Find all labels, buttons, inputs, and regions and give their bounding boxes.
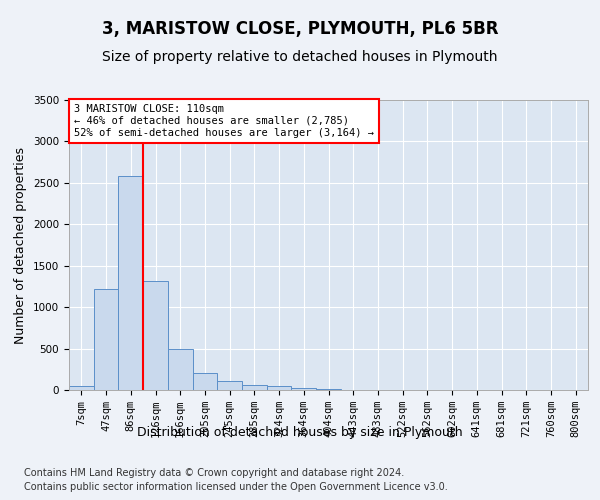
Bar [143,280,168,390]
Bar [217,381,242,390]
Bar [94,289,118,390]
Text: Contains public sector information licensed under the Open Government Licence v3: Contains public sector information licen… [24,482,448,492]
Text: 3 MARISTOW CLOSE: 110sqm
← 46% of detached houses are smaller (2,785)
52% of sem: 3 MARISTOW CLOSE: 110sqm ← 46% of detach… [74,104,374,138]
Bar [242,385,267,390]
Bar [168,350,193,390]
Bar [193,374,217,390]
Bar [292,388,316,390]
Text: Size of property relative to detached houses in Plymouth: Size of property relative to detached ho… [102,50,498,64]
Text: Distribution of detached houses by size in Plymouth: Distribution of detached houses by size … [137,426,463,439]
Text: 3, MARISTOW CLOSE, PLYMOUTH, PL6 5BR: 3, MARISTOW CLOSE, PLYMOUTH, PL6 5BR [102,20,498,38]
Bar [118,176,143,390]
Bar [316,389,341,390]
Bar [69,386,94,390]
Bar [267,386,292,390]
Text: Contains HM Land Registry data © Crown copyright and database right 2024.: Contains HM Land Registry data © Crown c… [24,468,404,477]
Y-axis label: Number of detached properties: Number of detached properties [14,146,28,344]
